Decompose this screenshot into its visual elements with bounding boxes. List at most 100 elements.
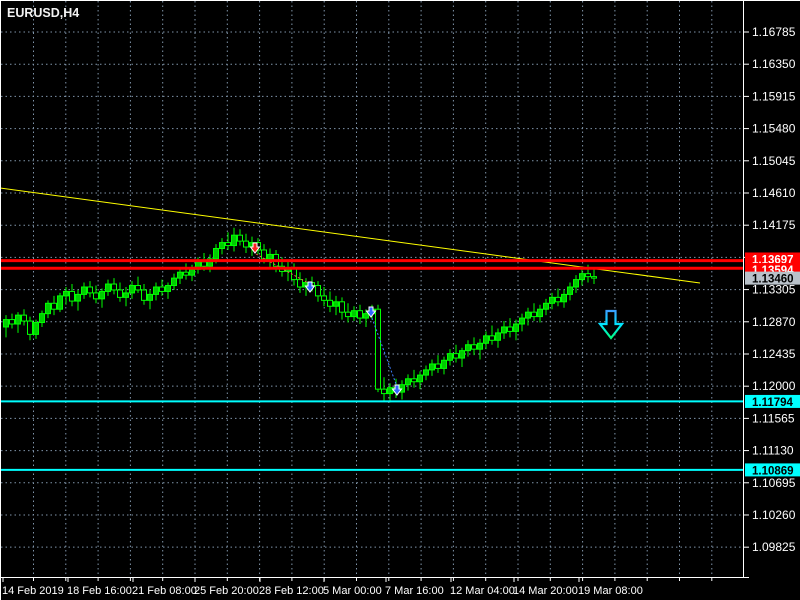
candle [87,281,93,298]
svg-text:1.10869: 1.10869 [752,465,794,477]
price-tick-label: 1.12000 [752,379,796,393]
candle [3,315,9,338]
candle [573,275,579,293]
price-tick-label: 1.13305 [752,283,796,297]
candle [447,349,453,366]
candle [453,344,459,363]
candle [543,298,549,316]
grid-layer [1,1,742,577]
candle [153,282,159,301]
candle [63,286,69,305]
candle [567,282,573,301]
down-arrow-object-icon[interactable] [597,309,625,340]
candle [27,316,33,341]
time-tick-label: 18 Feb 16:00 [67,585,132,597]
candle [117,282,123,302]
candle [93,285,99,304]
price-tick-label: 1.12435 [752,347,796,361]
symbol-period-title: EURUSD,H4 [7,6,79,20]
candle [147,289,153,310]
sell-entry-arrow-icon[interactable] [249,242,261,254]
candle [15,312,21,333]
candle [537,304,543,323]
price-axis[interactable]: 1.16785 1.16350 1.15915 1.15480 1.15045 1.146… [743,25,800,554]
price-tick-label: 1.16350 [752,57,796,71]
candle [159,279,165,296]
candle [465,340,471,357]
bid-price-label: 1.13460 [745,271,800,286]
price-tick-label: 1.14610 [752,186,796,200]
candle [225,232,231,250]
candle [411,369,417,388]
candle [51,295,57,316]
candle [405,374,411,391]
candle [69,284,75,307]
candle [381,377,387,401]
candle [177,267,183,285]
time-tick-label: 14 Mar 20:00 [513,585,578,597]
candle [231,227,237,252]
candle [471,337,477,356]
candle [333,295,339,316]
candle [531,303,537,322]
candle [315,281,321,302]
candle [357,304,363,325]
candle [489,325,495,345]
candle [441,356,447,375]
candle [81,282,87,299]
time-tick-label: 14 Feb 2019 [2,585,64,597]
price-tick-label: 1.15480 [752,122,796,136]
price-tick-label: 1.15915 [752,89,796,103]
price-tick-label: 1.12870 [752,315,796,329]
candle [171,273,177,290]
support-price-label-2: 1.10869 [745,463,800,477]
candle [39,310,45,327]
time-tick-label: 12 Mar 04:00 [450,585,515,597]
candle [123,286,129,307]
candle [375,304,381,393]
support-price-label-1: 1.11794 [745,394,800,409]
candle [237,229,243,246]
price-tick-label: 1.11130 [752,444,794,458]
time-tick-label: 5 Mar 00:00 [323,585,382,597]
candle [297,272,303,293]
price-tick-label: 1.15045 [752,154,796,168]
candle [387,383,393,403]
candle [339,297,345,320]
candle [477,338,483,360]
time-tick-label: 19 Mar 08:00 [578,585,643,597]
price-tick-label: 1.11565 [752,411,795,425]
candle [45,300,51,319]
candle [321,286,327,307]
candle [429,359,435,376]
trade-exit-arrow-1-icon[interactable] [304,281,316,293]
time-tick-label: 28 Feb 12:00 [259,585,324,597]
price-tick-label: 1.10260 [752,508,796,522]
candle [525,307,531,326]
trade-entry-arrow-2-icon[interactable] [365,306,377,318]
candle [423,365,429,381]
candle [105,279,111,296]
time-tick-label: 7 Mar 16:00 [385,585,444,597]
candle [57,292,63,313]
trade-exit-arrow-2-icon[interactable] [391,384,403,396]
candle [33,319,39,339]
candle [21,309,27,326]
price-tick-label: 1.14175 [752,218,796,232]
candle [483,331,489,350]
price-tick-label: 1.16785 [752,25,796,39]
candle [549,292,555,310]
candle [141,284,147,305]
candle [219,238,225,255]
candle [183,263,189,280]
candle [435,355,441,373]
candle [75,289,81,311]
candle [495,328,501,348]
candle [501,321,507,339]
candle [111,278,117,295]
candle [519,313,525,332]
